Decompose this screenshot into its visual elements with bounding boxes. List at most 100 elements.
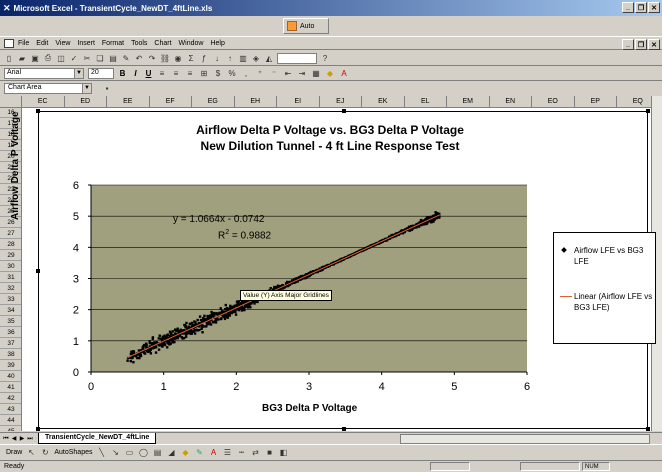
autosum-icon[interactable]: Σ: [188, 53, 194, 63]
trendline-r2[interactable]: R2 = 0.9882: [218, 229, 271, 241]
column-header-cell[interactable]: EF: [150, 96, 192, 108]
last-sheet-button[interactable]: ⏭: [27, 435, 33, 442]
x-axis-title[interactable]: BG3 Delta P Voltage: [262, 403, 358, 414]
line-style-icon[interactable]: ☰: [223, 447, 232, 457]
text-color-icon[interactable]: A: [210, 447, 217, 457]
sheet-tab[interactable]: TransientCycle_NewDT_4ftLine: [38, 433, 157, 444]
row-header-cell[interactable]: 43: [0, 405, 21, 415]
restore-button[interactable]: ❐: [635, 2, 647, 13]
row-header-cell[interactable]: 17: [0, 119, 21, 129]
doc-restore-button[interactable]: ❐: [635, 39, 647, 50]
open-icon[interactable]: ▰: [18, 53, 26, 63]
increase-decimal-icon[interactable]: ⁺: [257, 68, 263, 78]
row-header-cell[interactable]: 39: [0, 361, 21, 371]
row-header-cell[interactable]: 30: [0, 262, 21, 272]
web-icon[interactable]: ◉: [174, 53, 182, 63]
arrow-style-icon[interactable]: ⇄: [252, 447, 259, 457]
line-color-icon[interactable]: ✎: [196, 447, 203, 457]
menu-view[interactable]: View: [55, 39, 71, 47]
paste-icon[interactable]: ▤: [109, 53, 117, 63]
auto-button[interactable]: Auto: [283, 18, 329, 34]
row-header-cell[interactable]: 25: [0, 207, 21, 217]
menu-chart[interactable]: Chart: [154, 39, 172, 47]
underline-button[interactable]: U: [145, 68, 152, 78]
resize-handle[interactable]: [36, 427, 40, 431]
row-header-cell[interactable]: 26: [0, 218, 21, 228]
print-icon[interactable]: ⎙: [44, 53, 52, 62]
row-header-cell[interactable]: 31: [0, 273, 21, 283]
chart-title[interactable]: Airflow Delta P Voltage vs. BG3 Delta P …: [196, 123, 464, 137]
font-size-select[interactable]: 20: [88, 67, 114, 79]
cut-icon[interactable]: ✂: [83, 53, 91, 63]
row-header-cell[interactable]: 45: [0, 427, 21, 431]
copy-icon[interactable]: ❏: [96, 53, 104, 63]
row-header-cell[interactable]: 41: [0, 383, 21, 393]
select-all-corner[interactable]: [0, 96, 22, 108]
rectangle-icon[interactable]: ▭: [125, 447, 134, 457]
column-header-cell[interactable]: EL: [405, 96, 447, 108]
format-painter-icon[interactable]: ✎: [122, 53, 130, 63]
menu-help[interactable]: Help: [210, 39, 225, 47]
first-sheet-button[interactable]: ⏮: [3, 435, 9, 442]
row-header-cell[interactable]: 36: [0, 328, 21, 338]
new-icon[interactable]: ▯: [6, 53, 12, 63]
format-chart-area-icon[interactable]: ▪: [105, 84, 109, 93]
row-header-cell[interactable]: 19: [0, 141, 21, 151]
row-header-cell[interactable]: 35: [0, 317, 21, 327]
row-header-cell[interactable]: 27: [0, 229, 21, 239]
drawing-icon[interactable]: ◭: [265, 53, 273, 63]
resize-handle[interactable]: [36, 109, 40, 113]
arrow-icon[interactable]: ↘: [112, 447, 119, 457]
italic-button[interactable]: I: [134, 68, 137, 78]
row-header-cell[interactable]: 34: [0, 306, 21, 316]
column-header-cell[interactable]: EE: [107, 96, 150, 108]
decrease-decimal-icon[interactable]: ⁻: [271, 68, 277, 78]
column-header-cell[interactable]: EH: [235, 96, 277, 108]
oval-icon[interactable]: ◯: [139, 447, 148, 457]
zoom-select[interactable]: [277, 52, 317, 64]
borders-icon[interactable]: ▦: [312, 68, 320, 78]
row-header-cell[interactable]: 42: [0, 394, 21, 404]
font-select[interactable]: Arial ▼: [4, 67, 84, 79]
textbox-icon[interactable]: ▤: [153, 447, 162, 457]
row-header-cell[interactable]: 21: [0, 163, 21, 173]
row-header-cell[interactable]: 29: [0, 251, 21, 261]
row-header-cell[interactable]: 16: [0, 108, 21, 118]
bold-button[interactable]: B: [119, 68, 126, 78]
merge-center-icon[interactable]: ⊞: [200, 68, 208, 78]
chart-subtitle[interactable]: New Dilution Tunnel - 4 ft Line Response…: [200, 139, 460, 153]
sort-desc-icon[interactable]: ↑: [228, 53, 232, 63]
prev-sheet-button[interactable]: ◀: [11, 435, 17, 442]
row-header-cell[interactable]: 40: [0, 372, 21, 382]
outdent-icon[interactable]: ⇤: [284, 68, 292, 78]
row-header-cell[interactable]: 37: [0, 339, 21, 349]
menu-window[interactable]: Window: [178, 39, 204, 47]
resize-handle[interactable]: [646, 109, 650, 113]
close-button[interactable]: ✕: [648, 2, 660, 13]
legend[interactable]: Airflow LFE vs BG3 LFE Linear (Airflow L…: [553, 232, 656, 344]
chart-objects-dropdown-icon[interactable]: ▼: [82, 84, 91, 93]
fill-icon[interactable]: ◆: [182, 447, 189, 457]
spelling-icon[interactable]: ✓: [70, 53, 78, 63]
preview-icon[interactable]: ◫: [57, 53, 65, 63]
column-header-cell[interactable]: EP: [575, 96, 617, 108]
shadow-icon[interactable]: ■: [267, 447, 272, 457]
row-header-cell[interactable]: 28: [0, 240, 21, 250]
function-icon[interactable]: ƒ: [201, 53, 207, 63]
row-header-cell[interactable]: 18: [0, 130, 21, 140]
row-header-cell[interactable]: 44: [0, 416, 21, 426]
document-icon[interactable]: [4, 38, 14, 48]
currency-icon[interactable]: $: [215, 68, 221, 78]
row-header-cell[interactable]: 20: [0, 152, 21, 162]
indent-icon[interactable]: ⇥: [298, 68, 306, 78]
row-header-cell[interactable]: 24: [0, 196, 21, 206]
line-icon[interactable]: ╲: [99, 447, 104, 457]
draw-menu-button[interactable]: Draw: [6, 448, 23, 456]
resize-handle[interactable]: [646, 427, 650, 431]
doc-minimize-button[interactable]: _: [622, 39, 634, 50]
align-right-icon[interactable]: ≡: [187, 68, 193, 78]
column-header-cell[interactable]: EK: [362, 96, 405, 108]
column-header-cell[interactable]: ED: [65, 96, 107, 108]
chart-objects-select[interactable]: Chart Area ▼: [4, 83, 92, 94]
doc-close-button[interactable]: ✕: [648, 39, 660, 50]
